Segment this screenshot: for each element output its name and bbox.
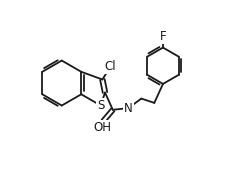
- Text: S: S: [97, 99, 104, 112]
- Text: OH: OH: [93, 121, 111, 134]
- Text: Cl: Cl: [104, 60, 116, 73]
- Text: N: N: [124, 102, 133, 115]
- Text: F: F: [160, 30, 166, 43]
